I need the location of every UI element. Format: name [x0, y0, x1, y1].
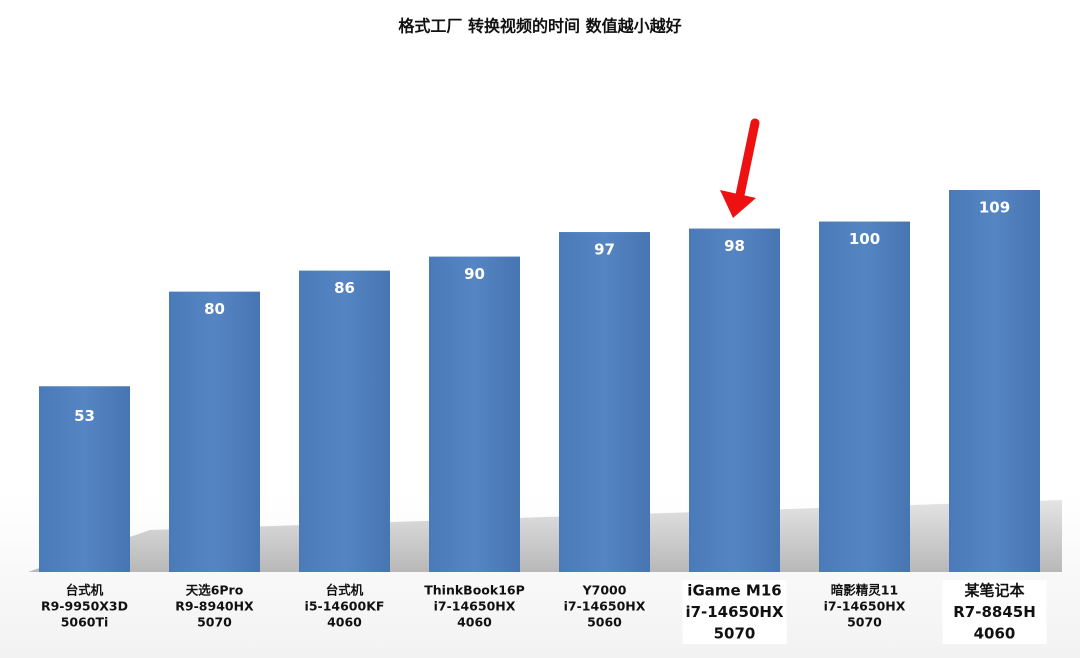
x-tick-label: 5060	[587, 615, 622, 630]
x-tick-label: 台式机	[66, 583, 104, 598]
arrow-head	[720, 190, 756, 218]
bar	[689, 228, 780, 572]
x-tick-label: i7-14650HX	[434, 599, 516, 614]
chart-title: 格式工厂 转换视频的时间 数值越小越好	[398, 17, 681, 36]
x-tick-label: i7-14650HX	[824, 599, 906, 614]
label-box	[942, 580, 1047, 644]
x-tick-label: ThinkBook16P	[424, 583, 525, 598]
value-label: 100	[849, 230, 880, 248]
x-tick-label: 4060	[974, 625, 1016, 643]
x-tick-label: R9-8940HX	[175, 599, 254, 614]
value-label: 86	[334, 279, 355, 297]
bar	[949, 190, 1040, 572]
x-tick-label: 5070	[847, 615, 882, 630]
x-tick-label: 暗影精灵11	[831, 583, 898, 598]
x-tick-label: Y7000	[582, 583, 627, 598]
x-tick-label: 某笔记本	[964, 582, 1024, 600]
x-tick-label: 4060	[457, 615, 492, 630]
value-label: 97	[594, 241, 615, 259]
x-tick-label: 5070	[714, 625, 756, 643]
x-tick-label: 台式机	[326, 583, 364, 598]
x-tick-label: R9-9950X3D	[41, 599, 128, 614]
arrow-shaft	[735, 118, 760, 200]
floor-shadow	[28, 500, 1062, 572]
x-tick-label: i7-14650HX	[685, 603, 784, 621]
bar	[559, 232, 650, 572]
x-tick-label: 5070	[197, 615, 232, 630]
value-label: 90	[464, 265, 485, 283]
x-tick-label: 4060	[327, 615, 362, 630]
x-tick-label: i7-14650HX	[564, 599, 646, 614]
value-label: 98	[724, 237, 745, 255]
x-tick-label: R7-8845H	[953, 603, 1036, 621]
value-label: 80	[204, 300, 225, 318]
value-label: 109	[979, 199, 1010, 217]
bar	[429, 256, 520, 572]
label-box	[682, 580, 787, 644]
x-tick-label: i5-14600KF	[305, 599, 385, 614]
bar	[299, 270, 390, 572]
bar	[819, 221, 910, 572]
x-tick-label: iGame M16	[687, 582, 781, 600]
bar	[169, 291, 260, 572]
bar	[39, 386, 130, 572]
x-tick-label: 5060Ti	[61, 615, 109, 630]
x-tick-label: 天选6Pro	[186, 583, 244, 598]
arrow	[720, 118, 760, 218]
value-label: 53	[74, 407, 95, 425]
